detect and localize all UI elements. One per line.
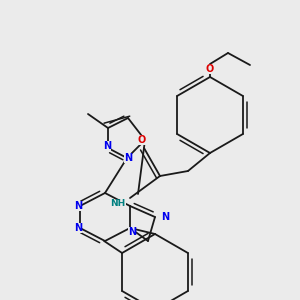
Text: N: N [128, 227, 136, 237]
Text: NH: NH [110, 200, 126, 208]
Text: N: N [161, 212, 169, 222]
Text: N: N [103, 141, 111, 151]
Text: O: O [206, 64, 214, 74]
Text: N: N [74, 201, 82, 211]
Text: O: O [138, 135, 146, 145]
Text: N: N [74, 223, 82, 233]
Text: N: N [124, 153, 132, 163]
